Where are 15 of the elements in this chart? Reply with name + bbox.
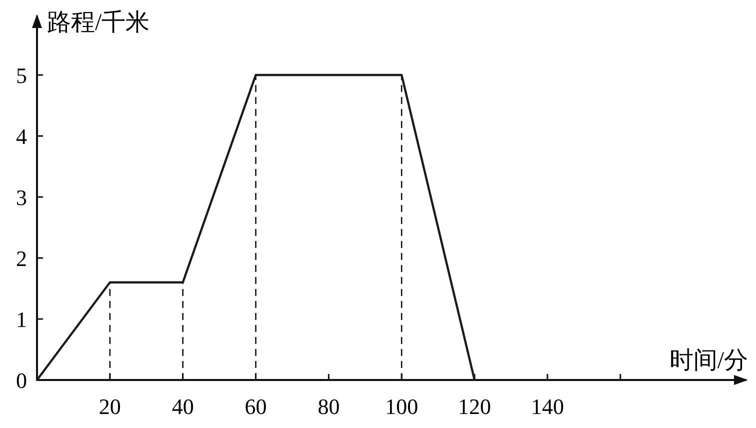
x-tick-label: 20: [98, 394, 121, 419]
y-tick-label: 1: [16, 307, 27, 332]
x-tick-label: 120: [458, 394, 492, 419]
x-tick-label: 100: [385, 394, 418, 419]
y-tick-label: 0: [16, 368, 27, 393]
x-tick-label: 80: [318, 394, 340, 419]
x-tick-label: 140: [530, 394, 564, 419]
x-tick-label: 40: [172, 394, 194, 419]
y-tick-label: 5: [16, 63, 27, 88]
y-tick-label: 3: [16, 185, 27, 210]
y-tick-label: 2: [16, 246, 27, 271]
x-tick-label: 60: [244, 394, 267, 419]
y-axis-title: 路程/千米: [47, 9, 150, 36]
x-axis-title: 时间/分: [669, 348, 748, 374]
y-tick-label: 4: [16, 124, 27, 149]
